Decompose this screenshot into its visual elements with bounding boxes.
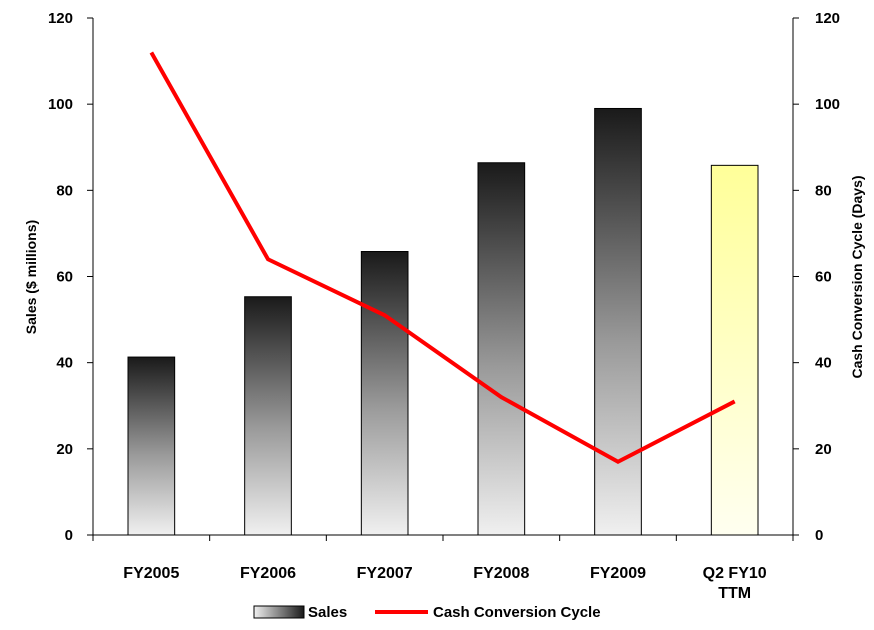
- sales-bar: [711, 165, 758, 535]
- sales-bar: [245, 297, 292, 535]
- category-label: FY2006: [240, 565, 296, 582]
- left-tick-label: 40: [56, 355, 73, 372]
- right-tick-label: 20: [815, 441, 832, 458]
- sales-bar: [128, 357, 175, 535]
- y2-axis-title: Cash Conversion Cycle (Days): [849, 175, 865, 378]
- right-tick-label: 80: [815, 182, 832, 199]
- legend-label-cash-conversion: Cash Conversion Cycle: [433, 604, 601, 621]
- left-tick-label: 20: [56, 441, 73, 458]
- sales-bar: [478, 163, 525, 535]
- left-tick-label: 120: [48, 10, 73, 27]
- right-axis-ticks: 0 20 40 60 80 100 120: [793, 10, 840, 544]
- category-label: FY2007: [357, 565, 413, 582]
- category-label: FY2009: [590, 565, 646, 582]
- right-tick-label: 40: [815, 355, 832, 372]
- right-tick-label: 120: [815, 10, 840, 27]
- cash-conversion-line: [151, 52, 734, 461]
- right-tick-label: 100: [815, 96, 840, 113]
- left-tick-label: 100: [48, 96, 73, 113]
- category-label: FY2005: [123, 565, 179, 582]
- left-axis-ticks: 0 20 40 60 80 100 120: [48, 10, 93, 544]
- y-axis-title: Sales ($ millions): [23, 220, 39, 334]
- left-tick-label: 80: [56, 182, 73, 199]
- right-tick-label: 60: [815, 269, 832, 286]
- left-tick-label: 60: [56, 269, 73, 286]
- legend-swatch-sales: [254, 606, 304, 618]
- legend-label-sales: Sales: [308, 604, 347, 621]
- legend: Sales Cash Conversion Cycle: [254, 604, 601, 621]
- cash-conversion-line-layer: [151, 52, 735, 461]
- category-label: FY2008: [473, 565, 529, 582]
- sales-bar: [595, 108, 642, 535]
- sales-bars: [128, 108, 758, 535]
- left-tick-label: 0: [65, 527, 73, 544]
- axes: [93, 18, 793, 541]
- right-tick-label: 0: [815, 527, 823, 544]
- sales-bar: [361, 252, 408, 535]
